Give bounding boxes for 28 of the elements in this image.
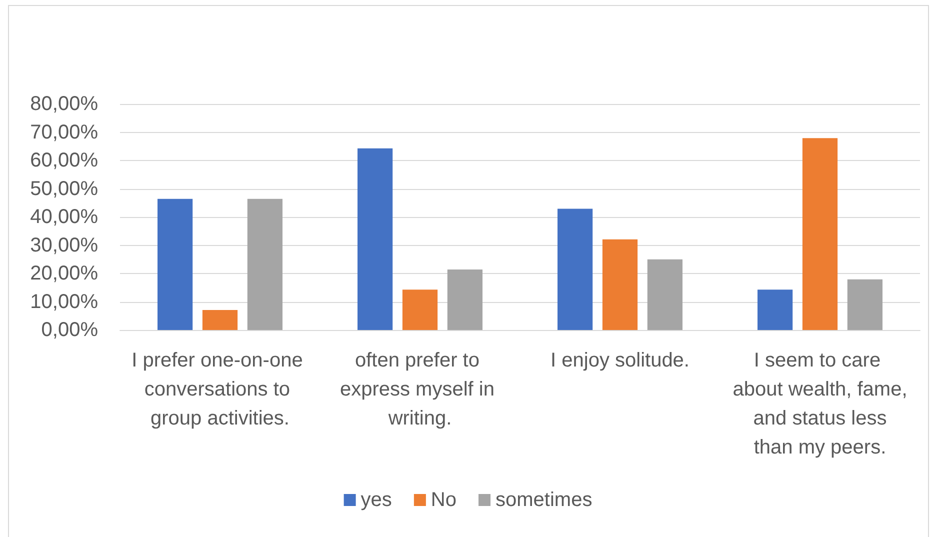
y-tick-label: 70,00% xyxy=(30,121,98,144)
y-tick-label: 20,00% xyxy=(30,262,98,284)
bar xyxy=(158,198,193,330)
legend-label: yes xyxy=(360,489,392,511)
bar xyxy=(802,138,838,330)
bar xyxy=(402,290,438,330)
x-tick-label: often prefer to express myself in writing. xyxy=(340,350,500,430)
bar xyxy=(447,270,482,330)
y-tick-label: 0,00% xyxy=(41,319,98,341)
bar xyxy=(647,259,682,330)
bar xyxy=(202,310,238,330)
legend-label: sometimes xyxy=(496,489,592,511)
x-tick-label: I seem to care about wealth, fame, and status less than my peers. xyxy=(732,350,908,458)
y-tick-label: 10,00% xyxy=(30,290,98,313)
x-tick-label: I prefer one-on-one conversations to group activities. xyxy=(132,350,308,430)
y-tick-label: 40,00% xyxy=(30,206,98,228)
x-tick-label: I enjoy solitude. xyxy=(550,350,690,372)
legend-label: No xyxy=(430,489,457,511)
bar xyxy=(602,239,638,330)
bar xyxy=(358,148,393,330)
bar xyxy=(247,198,282,330)
y-tick-label: 60,00% xyxy=(30,150,98,172)
y-tick-label: 80,00% xyxy=(30,93,98,115)
y-tick-label: 50,00% xyxy=(30,178,98,200)
bar xyxy=(847,279,882,330)
y-tick-label: 30,00% xyxy=(30,234,98,256)
bar xyxy=(558,208,593,330)
bar xyxy=(758,290,793,330)
